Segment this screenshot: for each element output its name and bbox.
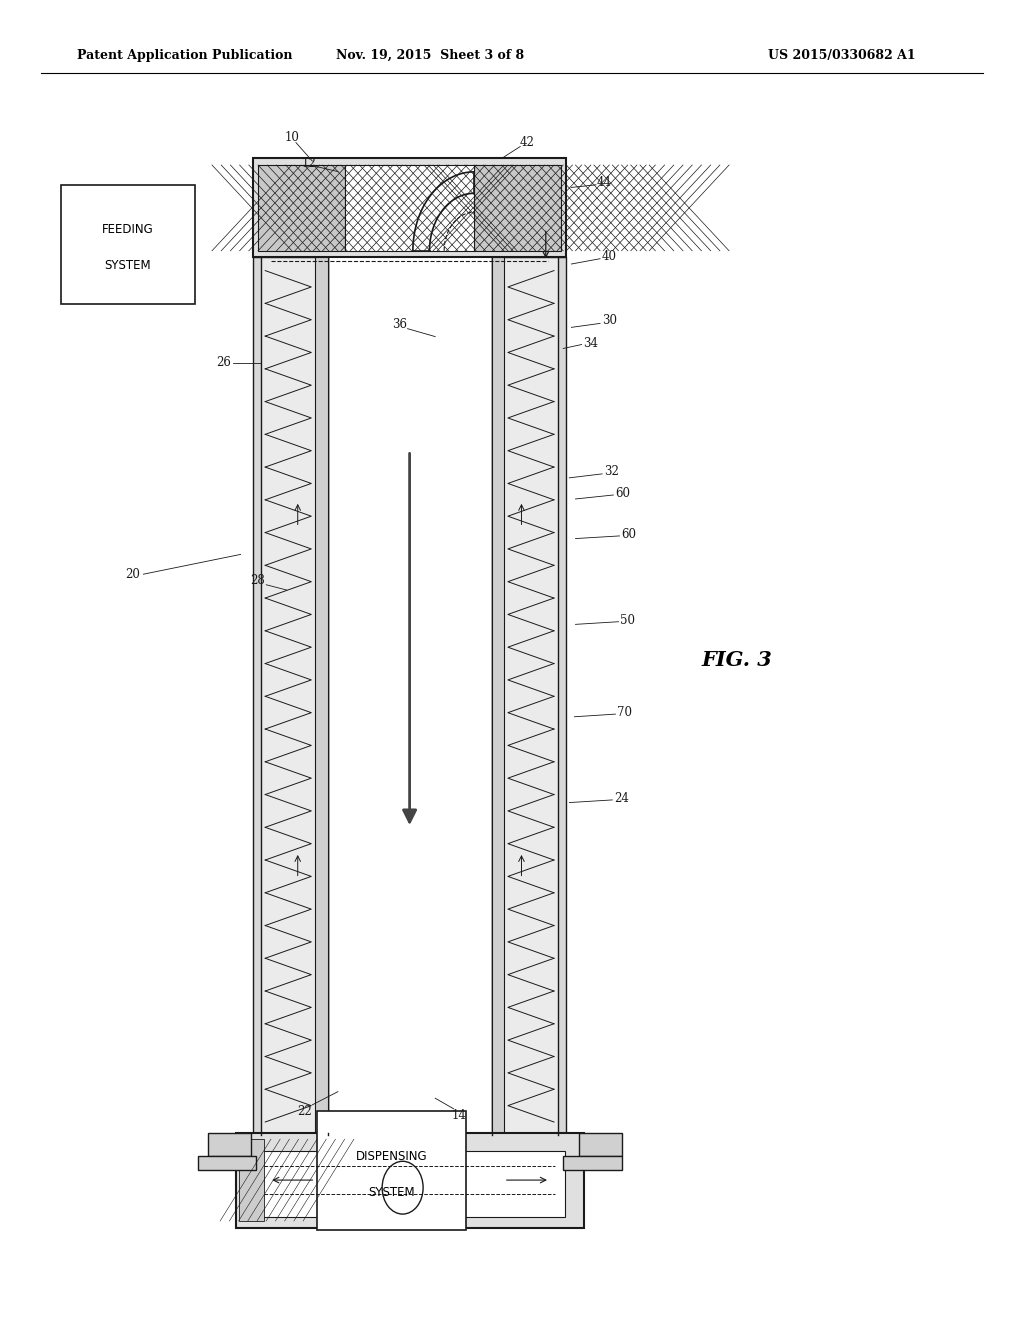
Polygon shape	[253, 257, 328, 1135]
Text: Patent Application Publication: Patent Application Publication	[77, 49, 292, 62]
Text: 42: 42	[520, 136, 535, 149]
Text: 26: 26	[216, 356, 230, 370]
Polygon shape	[317, 1111, 466, 1230]
Text: FIG. 3: FIG. 3	[701, 649, 773, 671]
Polygon shape	[239, 1139, 264, 1221]
Polygon shape	[492, 257, 566, 1135]
Text: SYSTEM: SYSTEM	[369, 1185, 415, 1199]
Text: US 2015/0330682 A1: US 2015/0330682 A1	[768, 49, 915, 62]
Text: 44: 44	[597, 176, 611, 189]
Text: 60: 60	[622, 528, 636, 541]
Text: 50: 50	[621, 614, 635, 627]
Polygon shape	[254, 1151, 565, 1217]
Polygon shape	[492, 257, 558, 1135]
Text: DISPENSING: DISPENSING	[356, 1150, 427, 1163]
Polygon shape	[315, 257, 328, 1135]
Text: 22: 22	[297, 1105, 311, 1118]
Text: 60: 60	[615, 487, 630, 500]
Text: FEEDING: FEEDING	[102, 223, 154, 236]
Polygon shape	[61, 185, 195, 304]
Polygon shape	[236, 1133, 584, 1228]
Polygon shape	[563, 1156, 622, 1170]
Polygon shape	[261, 257, 328, 1135]
Polygon shape	[492, 257, 504, 1135]
Text: 20: 20	[126, 568, 140, 581]
Text: 40: 40	[602, 249, 616, 263]
Polygon shape	[474, 165, 561, 251]
Polygon shape	[579, 1133, 622, 1156]
Polygon shape	[345, 165, 474, 251]
Text: SYSTEM: SYSTEM	[104, 259, 152, 272]
Text: 32: 32	[604, 465, 618, 478]
Polygon shape	[328, 257, 492, 1135]
Polygon shape	[198, 1156, 256, 1170]
Text: 24: 24	[614, 792, 629, 805]
Text: 36: 36	[392, 318, 407, 331]
Text: 34: 34	[584, 337, 598, 350]
Polygon shape	[253, 158, 566, 257]
Text: 10: 10	[285, 131, 299, 144]
Text: 70: 70	[617, 706, 632, 719]
Text: Nov. 19, 2015  Sheet 3 of 8: Nov. 19, 2015 Sheet 3 of 8	[336, 49, 524, 62]
Polygon shape	[258, 165, 345, 251]
Text: 14: 14	[452, 1109, 466, 1122]
Polygon shape	[208, 1133, 251, 1156]
Text: 30: 30	[602, 314, 616, 327]
Text: 28: 28	[251, 574, 265, 587]
Text: 12: 12	[302, 157, 316, 170]
